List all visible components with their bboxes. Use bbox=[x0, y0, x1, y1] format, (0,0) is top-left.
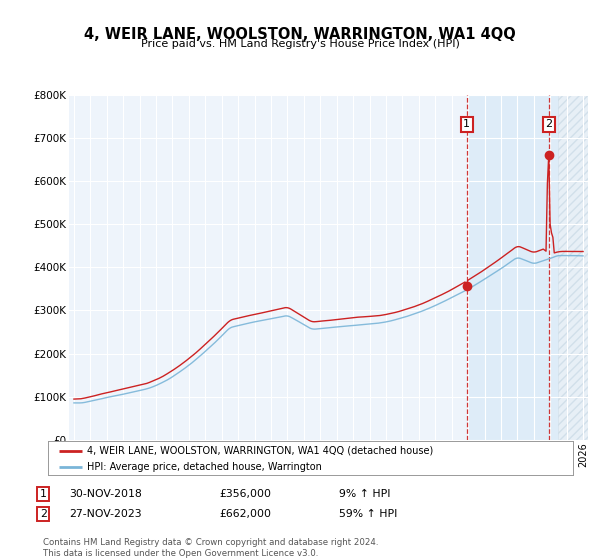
Bar bbox=[468, 95, 559, 440]
Text: 2: 2 bbox=[40, 509, 47, 519]
Text: 2: 2 bbox=[545, 119, 553, 129]
Text: HPI: Average price, detached house, Warrington: HPI: Average price, detached house, Warr… bbox=[88, 463, 322, 473]
Text: Contains HM Land Registry data © Crown copyright and database right 2024.
This d: Contains HM Land Registry data © Crown c… bbox=[43, 538, 379, 558]
Text: 9% ↑ HPI: 9% ↑ HPI bbox=[339, 489, 391, 499]
Text: £662,000: £662,000 bbox=[219, 509, 271, 519]
Text: 59% ↑ HPI: 59% ↑ HPI bbox=[339, 509, 397, 519]
Text: 4, WEIR LANE, WOOLSTON, WARRINGTON, WA1 4QQ: 4, WEIR LANE, WOOLSTON, WARRINGTON, WA1 … bbox=[84, 27, 516, 42]
Text: Price paid vs. HM Land Registry's House Price Index (HPI): Price paid vs. HM Land Registry's House … bbox=[140, 39, 460, 49]
Text: 1: 1 bbox=[463, 119, 470, 129]
Text: £356,000: £356,000 bbox=[219, 489, 271, 499]
Bar bbox=[559, 95, 591, 440]
Text: 1: 1 bbox=[40, 489, 47, 499]
Text: 27-NOV-2023: 27-NOV-2023 bbox=[69, 509, 142, 519]
Text: 30-NOV-2018: 30-NOV-2018 bbox=[69, 489, 142, 499]
Text: 4, WEIR LANE, WOOLSTON, WARRINGTON, WA1 4QQ (detached house): 4, WEIR LANE, WOOLSTON, WARRINGTON, WA1 … bbox=[88, 446, 434, 456]
